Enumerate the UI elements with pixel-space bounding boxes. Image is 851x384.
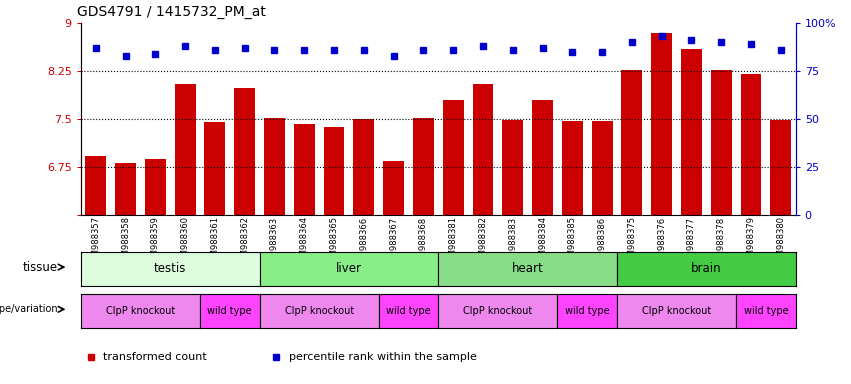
Bar (294, 124, 315, 384)
Bar (770, 120, 791, 384)
Text: genotype/variation: genotype/variation (0, 304, 58, 314)
Bar (443, 100, 464, 384)
Text: testis: testis (154, 262, 186, 275)
Bar (591, 121, 613, 384)
Text: wild type: wild type (744, 306, 788, 316)
Bar (651, 33, 672, 384)
Text: transformed count: transformed count (103, 352, 207, 362)
Text: wild type: wild type (386, 306, 431, 316)
Bar (383, 161, 404, 384)
Bar (204, 122, 226, 384)
Bar (681, 49, 702, 384)
Bar (413, 118, 434, 384)
Bar (502, 120, 523, 384)
Bar (234, 88, 255, 384)
Bar (532, 100, 553, 384)
Text: GDS4791 / 1415732_PM_at: GDS4791 / 1415732_PM_at (77, 5, 266, 19)
Bar (85, 156, 106, 384)
Bar (174, 84, 196, 384)
Bar (145, 159, 166, 384)
Bar (264, 118, 285, 384)
Text: tissue: tissue (23, 261, 58, 273)
Text: ClpP knockout: ClpP knockout (106, 306, 175, 316)
Text: brain: brain (691, 262, 722, 275)
Bar (353, 119, 374, 384)
Bar (621, 70, 643, 384)
Bar (740, 74, 762, 384)
Text: percentile rank within the sample: percentile rank within the sample (288, 352, 477, 362)
Text: wild type: wild type (208, 306, 252, 316)
Bar (472, 84, 494, 384)
Text: ClpP knockout: ClpP knockout (463, 306, 533, 316)
Bar (562, 121, 583, 384)
Bar (711, 70, 732, 384)
Text: wild type: wild type (565, 306, 609, 316)
Text: heart: heart (511, 262, 544, 275)
Bar (115, 162, 136, 384)
Text: ClpP knockout: ClpP knockout (284, 306, 354, 316)
Bar (323, 127, 345, 384)
Text: ClpP knockout: ClpP knockout (642, 306, 711, 316)
Text: liver: liver (336, 262, 362, 275)
